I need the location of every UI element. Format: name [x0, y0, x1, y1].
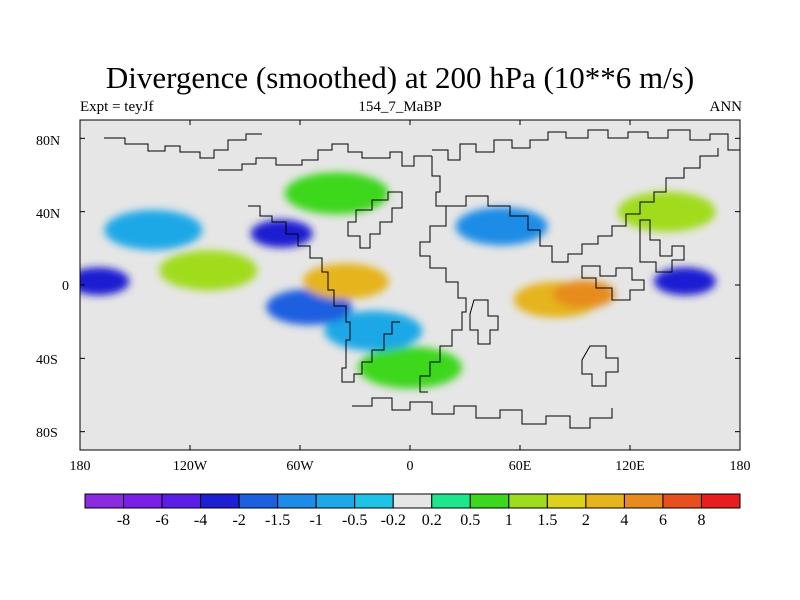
- colorbar-swatch-3: [200, 493, 240, 509]
- colorbar-label-11: 1.5: [537, 512, 558, 529]
- colorbar-swatch-16: [700, 493, 741, 509]
- field-feature-10: [80, 267, 130, 296]
- field-feature-12: [654, 267, 716, 296]
- lon-tick-120w: 120W: [172, 459, 208, 474]
- colorbar-label-6: -0.5: [342, 512, 368, 529]
- colorbar-swatch-12: [546, 493, 587, 509]
- lon-tick-120e: 120E: [615, 459, 645, 474]
- colorbar-swatch-9: [431, 493, 471, 509]
- colorbar-swatch-8: [392, 493, 433, 509]
- field-feature-0: [284, 172, 389, 215]
- colorbar-swatch-5: [277, 493, 317, 509]
- colorbar-swatch-4: [238, 493, 279, 509]
- lat-tick-0: 0: [62, 279, 69, 294]
- lat-tick-80s: 80S: [36, 426, 58, 441]
- colorbar-label-10: 1: [504, 512, 513, 529]
- colorbar-swatch-6: [315, 493, 356, 509]
- colorbar-label-15: 8: [697, 512, 706, 529]
- season-label: ANN: [709, 99, 743, 115]
- colorbar-swatch-15: [662, 493, 702, 509]
- divergence-field: [80, 172, 716, 389]
- colorbar-swatch-11: [508, 493, 548, 509]
- colorbar-label-4: -1.5: [264, 512, 291, 529]
- colorbar-swatch-1: [123, 493, 163, 509]
- colorbar-swatch-13: [585, 493, 625, 509]
- case-label: 154_7_MaBP: [358, 99, 442, 115]
- colorbar-label-0: -8: [116, 512, 131, 529]
- lon-tick-180w: 180: [69, 459, 91, 474]
- colorbar-label-7: -0.2: [380, 512, 406, 529]
- field-feature-6: [455, 207, 548, 246]
- field-feature-2: [324, 310, 423, 351]
- field-feature-9: [302, 263, 389, 300]
- colorbar: [84, 493, 741, 509]
- colorbar-label-1: -6: [155, 512, 169, 529]
- field-feature-11: [250, 219, 313, 248]
- colorbar-swatch-0: [84, 493, 125, 509]
- colorbar-swatch-7: [354, 493, 394, 509]
- colorbar-label-14: 6: [658, 512, 667, 529]
- figure-title: Divergence (smoothed) at 200 hPa (10**6 …: [105, 60, 695, 95]
- colorbar-label-3: -2: [232, 512, 246, 529]
- axis-ticks: [79, 120, 741, 450]
- lat-tick-40s: 40S: [36, 353, 58, 368]
- colorbar-label-12: 2: [581, 512, 590, 529]
- lat-tick-80n: 80N: [36, 134, 61, 149]
- colorbar-label-8: 0.2: [421, 512, 442, 529]
- field-feature-1: [358, 346, 462, 389]
- experiment-label: Expt = teyJf: [80, 99, 154, 115]
- colorbar-swatch-10: [469, 493, 510, 509]
- colorbar-label-9: 0.5: [460, 512, 481, 529]
- field-feature-3: [104, 210, 203, 250]
- lon-tick-0: 0: [406, 459, 414, 474]
- colorbar-label-13: 4: [620, 512, 629, 529]
- lon-tick-60w: 60W: [286, 459, 314, 474]
- lon-tick-180e: 180: [729, 459, 751, 474]
- field-feature-13: [553, 280, 616, 309]
- colorbar-label-2: -4: [193, 512, 208, 529]
- field-feature-4: [617, 191, 716, 232]
- colorbar-label-5: -1: [309, 512, 323, 529]
- field-feature-5: [159, 250, 258, 291]
- lat-tick-40n: 40N: [36, 207, 61, 222]
- coastline: [104, 129, 740, 429]
- colorbar-swatch-2: [161, 493, 202, 509]
- lon-tick-60e: 60E: [508, 459, 532, 474]
- colorbar-swatch-14: [623, 493, 664, 509]
